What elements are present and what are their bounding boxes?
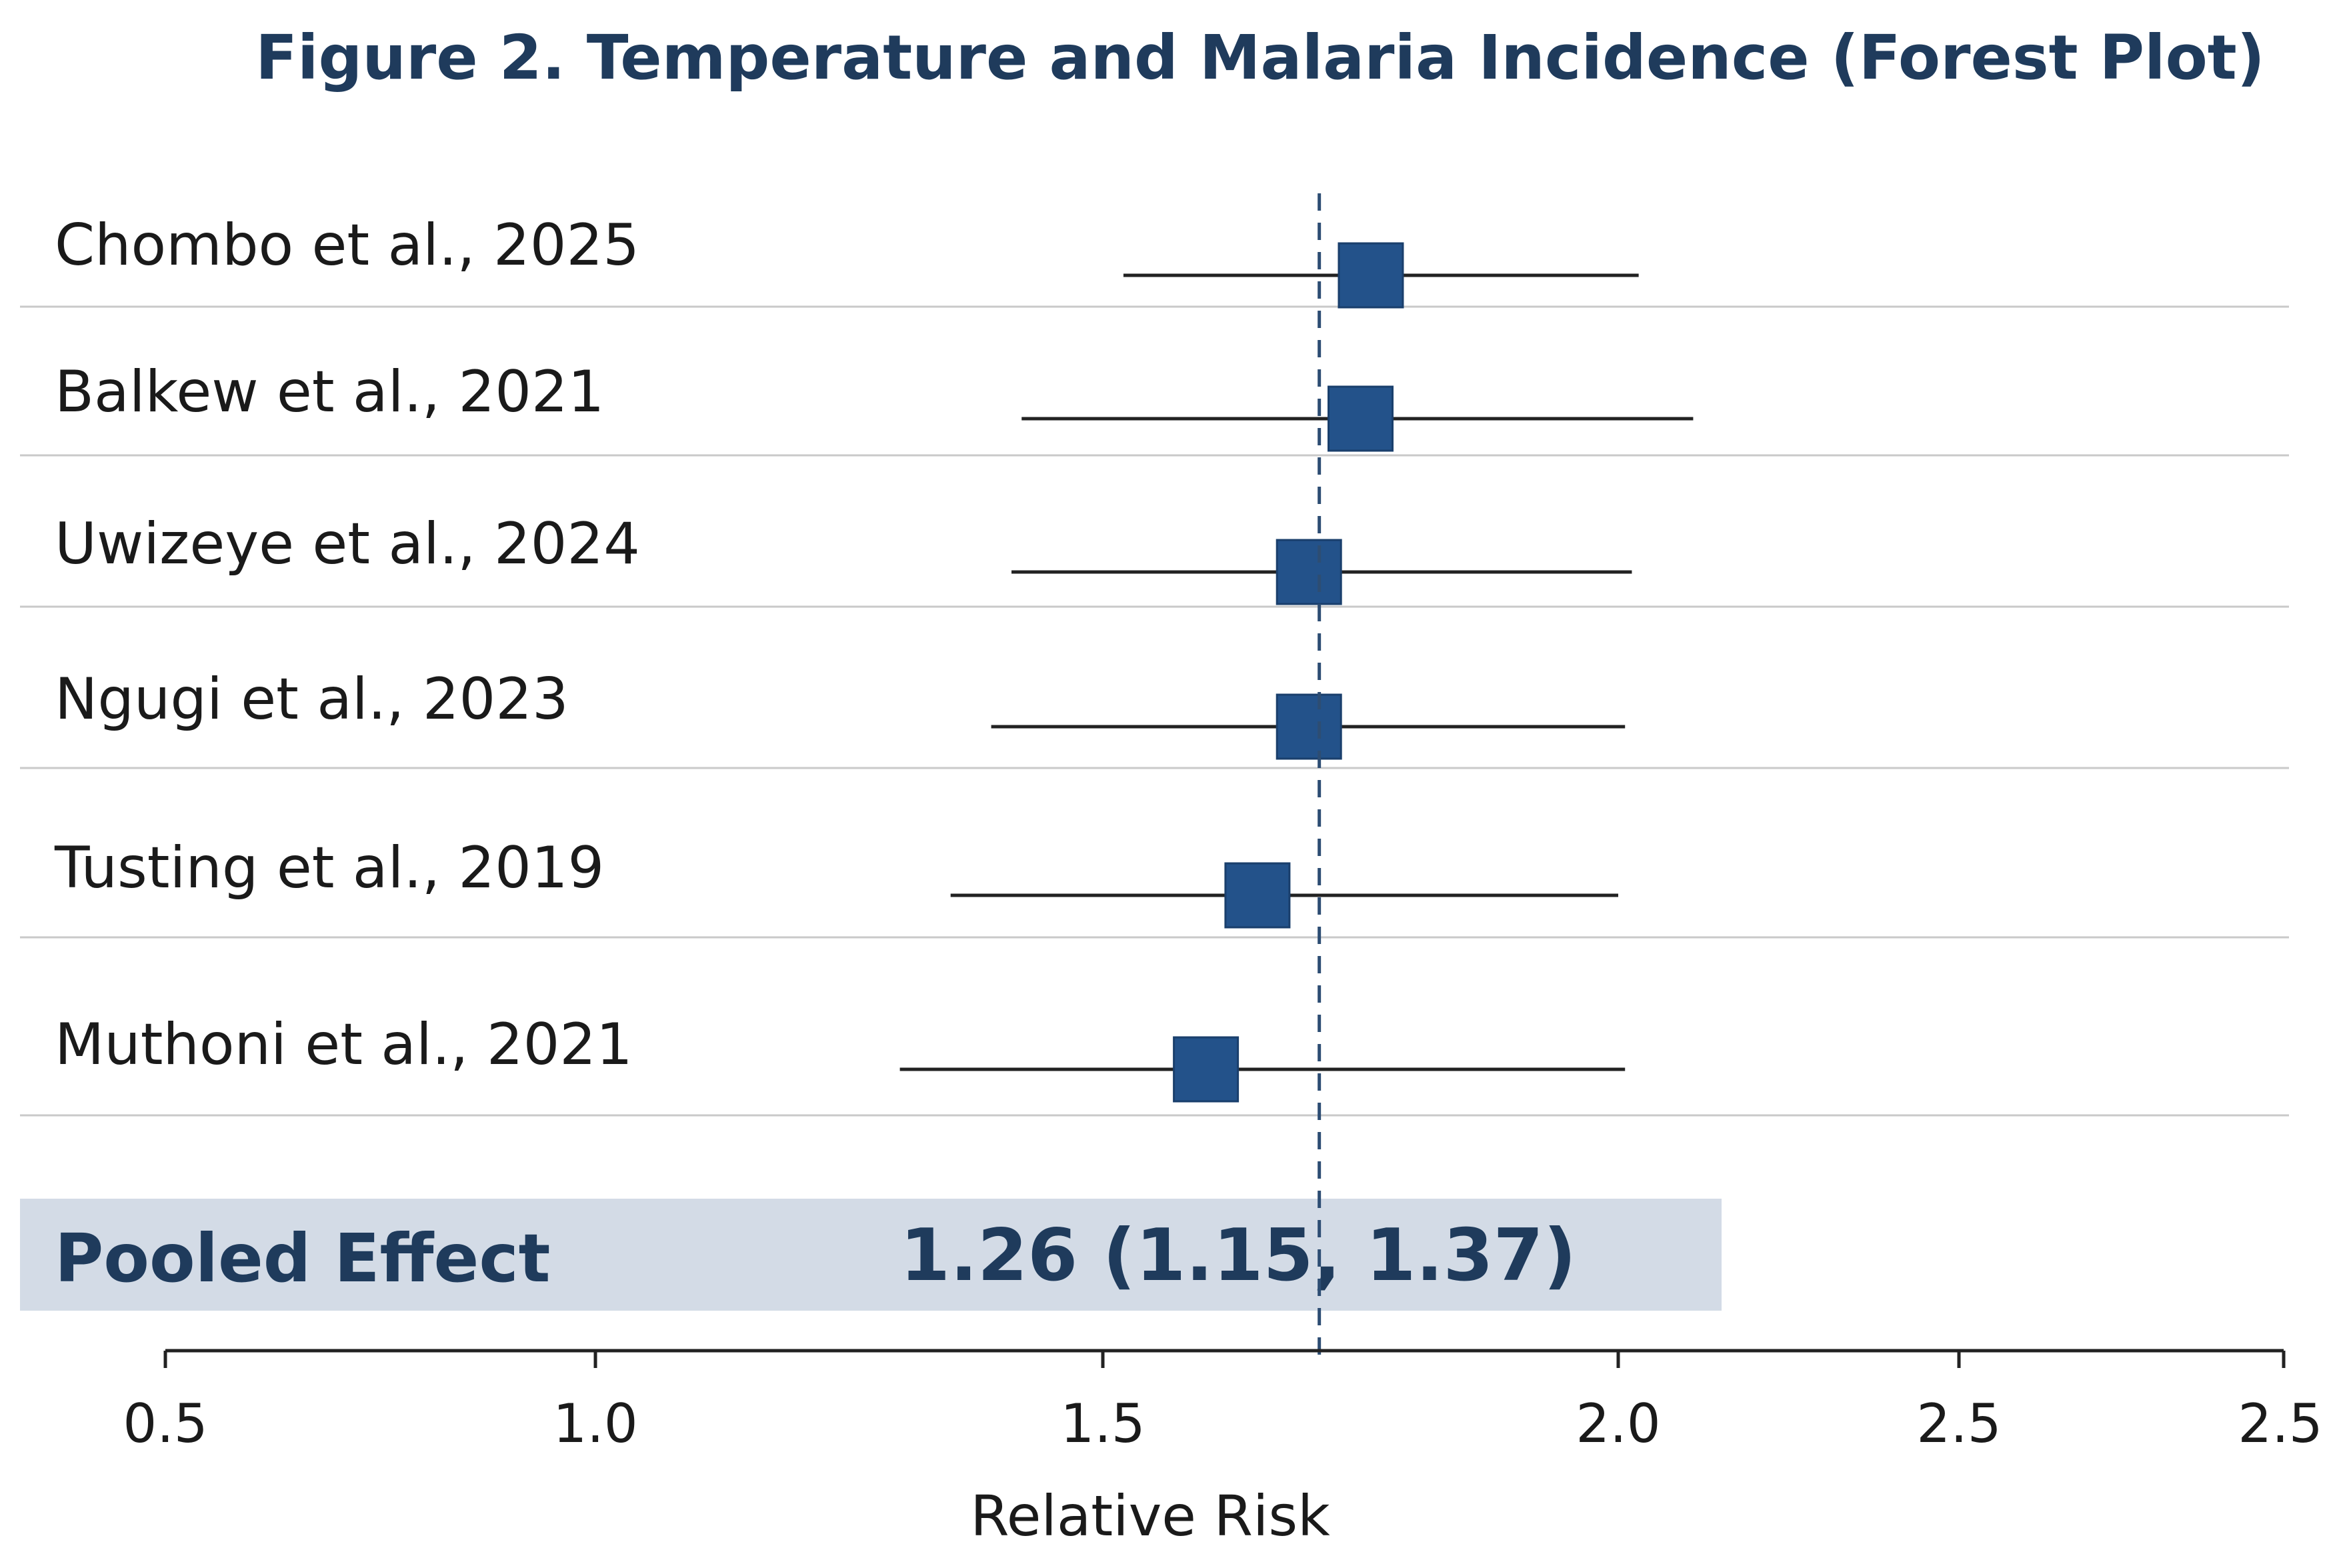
chart-title: Figure 2. Temperature and Malaria Incide… bbox=[255, 22, 2265, 93]
study-label: Ngugi et al., 2023 bbox=[55, 666, 569, 733]
x-tick-label: 2.5 bbox=[2238, 1393, 2322, 1455]
study-row: Balkew et al., 2021 bbox=[20, 359, 2289, 457]
point-estimate-marker bbox=[1328, 385, 1394, 452]
x-tick-label: 1.5 bbox=[1060, 1393, 1145, 1455]
pooled-effect-band bbox=[20, 1199, 1722, 1311]
x-axis: 0.5 1.0 1.5 2.0 2.5 2.5 bbox=[123, 1349, 2323, 1455]
x-tick-label: 0.5 bbox=[123, 1393, 207, 1455]
study-row: Ngugi et al., 2023 bbox=[20, 666, 2289, 769]
x-tick-label: 2.0 bbox=[1576, 1393, 1660, 1455]
study-row: Chombo et al., 2025 bbox=[20, 212, 2289, 309]
point-estimate-marker bbox=[1276, 693, 1342, 760]
study-row: Muthoni et al., 2021 bbox=[20, 1011, 2289, 1117]
study-label: Muthoni et al., 2021 bbox=[55, 1011, 633, 1078]
x-axis-title: Relative Risk bbox=[970, 1483, 1330, 1549]
study-row: Tusting et al., 2019 bbox=[20, 835, 2289, 939]
study-row: Uwizeye et al., 2024 bbox=[20, 511, 2289, 608]
study-label: Tusting et al., 2019 bbox=[54, 835, 604, 901]
pooled-effect-value: 1.26 (1.15, 1.37) bbox=[900, 1214, 1576, 1297]
study-label: Uwizeye et al., 2024 bbox=[55, 511, 640, 577]
x-tick-label: 1.0 bbox=[553, 1393, 637, 1455]
study-rows: Chombo et al., 2025 Balkew et al., 2021 Uw… bbox=[20, 212, 2289, 1117]
x-tick-label: 2.5 bbox=[1916, 1393, 2001, 1455]
point-estimate-marker bbox=[1224, 862, 1291, 929]
point-estimate-marker bbox=[1173, 1036, 1240, 1103]
study-label: Balkew et al., 2021 bbox=[55, 359, 604, 425]
study-label: Chombo et al., 2025 bbox=[55, 212, 639, 279]
point-estimate-marker bbox=[1338, 242, 1404, 309]
pooled-effect-label: Pooled Effect bbox=[55, 1219, 550, 1297]
point-estimate-marker bbox=[1276, 539, 1342, 605]
